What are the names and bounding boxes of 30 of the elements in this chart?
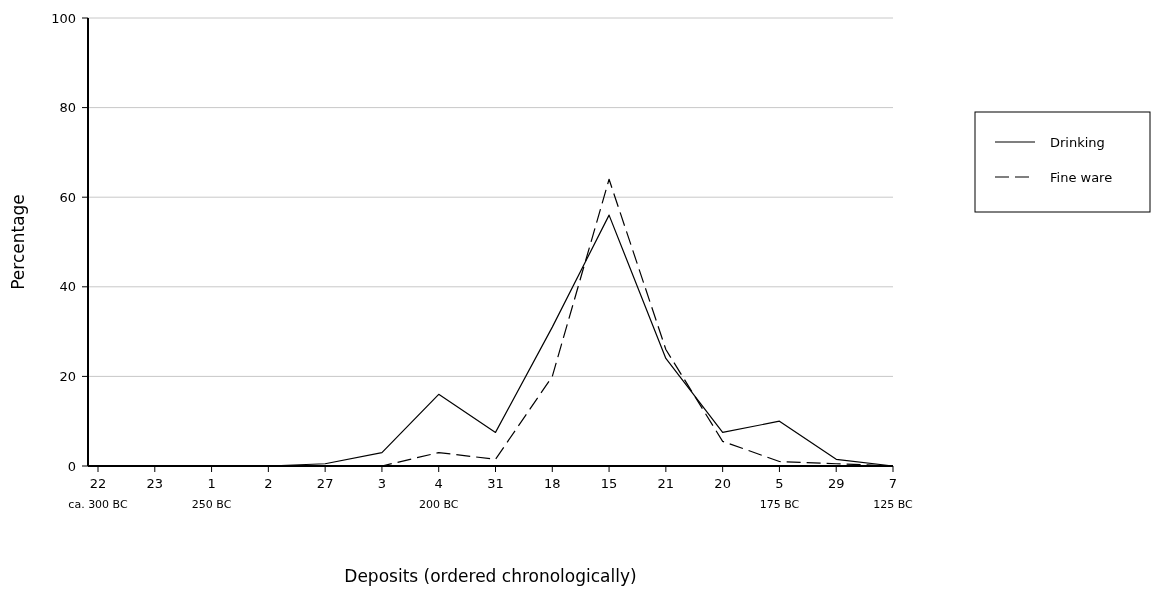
y-axis-title: Percentage: [8, 194, 28, 290]
x-tick-label: 20: [714, 476, 731, 491]
text: ca. 300 BC: [68, 498, 128, 511]
x-tick-label: 3: [377, 476, 387, 491]
legend-label: Drinking: [1050, 134, 1105, 150]
y-tick-label: 100: [51, 10, 76, 26]
y-tick-label: 80: [59, 100, 76, 116]
x-tick-label: 21: [657, 476, 675, 491]
x-tick-label: 27: [316, 476, 334, 491]
x-axis-title: Deposits (ordered chronologically): [344, 566, 637, 586]
text: 175 BC: [759, 498, 800, 511]
text: 125 BC: [873, 498, 914, 511]
x-tick-label: 15: [600, 476, 618, 491]
x-tick-label: 2: [264, 476, 273, 491]
legend-label: Fine ware: [1050, 169, 1113, 185]
x-tick-label: 29: [827, 476, 845, 491]
x-tick-label: 7: [888, 476, 898, 491]
x-tick-label: 18: [544, 476, 561, 491]
x-tick-label: 5: [775, 476, 784, 491]
x-tick-label: 31: [487, 476, 504, 491]
x-tick-label: 1: [207, 476, 216, 491]
x-tick-label: 22: [89, 476, 107, 491]
y-tick-label: 40: [59, 279, 76, 295]
y-tick-label: 60: [59, 189, 76, 205]
x-tick-label: 23: [146, 476, 164, 491]
y-tick-label: 0: [67, 458, 76, 474]
text: 200 BC: [418, 498, 459, 511]
x-tick-label: 4: [434, 476, 443, 491]
text: 250 BC: [191, 498, 232, 511]
y-tick-label: 20: [59, 368, 76, 384]
